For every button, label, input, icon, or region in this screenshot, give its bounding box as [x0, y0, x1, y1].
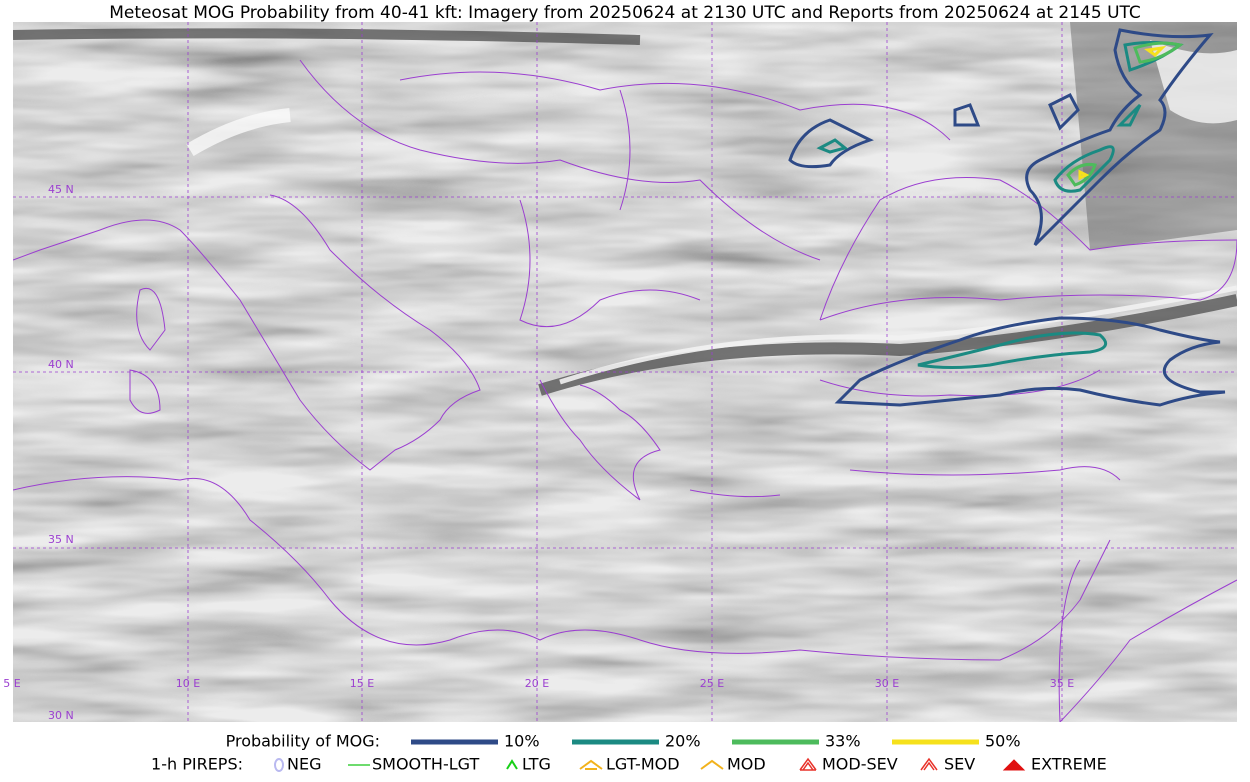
- legend-icon: [799, 757, 817, 771]
- legend-icon: [1002, 759, 1026, 771]
- legend-label: NEG: [287, 755, 321, 774]
- lon-label: 5 E: [3, 677, 20, 690]
- coastline: [129, 288, 166, 414]
- light-streak: [559, 285, 1237, 385]
- lat-label: 35 N: [48, 533, 74, 546]
- contour-10: [788, 93, 1080, 169]
- legend-label: LTG: [522, 755, 551, 774]
- lon-label: 35 E: [1050, 677, 1074, 690]
- legend-label: SEV: [944, 755, 975, 774]
- border: [299, 59, 951, 328]
- lat-label: 45 N: [48, 183, 74, 196]
- contour-10: [834, 316, 1226, 407]
- legend-label: 10%: [504, 732, 540, 751]
- lon-label: 20 E: [525, 677, 549, 690]
- legend-label: MOD-SEV: [822, 755, 898, 774]
- legend-title: Probability of MOG:: [226, 732, 380, 751]
- lon-label: 25 E: [700, 677, 724, 690]
- lon-label: 30 E: [875, 677, 899, 690]
- coastline: [13, 476, 1111, 661]
- legend-label: MOD: [727, 755, 766, 774]
- dark-streak: [13, 28, 641, 45]
- legend-label: 50%: [985, 732, 1021, 751]
- legend: 10% 20% 33% 50% NEG SMOOTH-LGT LTG LGT-MOD MOD MO…: [274, 732, 1107, 774]
- lat-label: 40 N: [48, 358, 74, 371]
- contour-20: [816, 138, 849, 154]
- legend-label: LGT-MOD: [606, 755, 680, 774]
- contour-20: [917, 331, 1108, 369]
- title: Meteosat MOG Probability from 40-41 kft:…: [109, 3, 1141, 23]
- legend-label: 20%: [665, 732, 701, 751]
- legend-icon: [920, 757, 938, 771]
- coastline: [13, 194, 481, 471]
- legend-label: SMOOTH-LGT: [372, 755, 479, 774]
- legend-label: EXTREME: [1031, 755, 1107, 774]
- cloud-bright: [1150, 40, 1237, 124]
- legend-label: 33%: [825, 732, 861, 751]
- lat-labels: 45 N 40 N 35 N 30 N: [48, 183, 74, 722]
- lat-label: 30 N: [48, 709, 74, 722]
- coastline: [539, 379, 661, 501]
- lon-labels: 5 E 10 E 15 E 20 E 25 E 30 E 35 E: [3, 677, 1074, 690]
- legend-icon: [700, 759, 724, 770]
- legend-icon: [579, 759, 603, 770]
- lon-label: 10 E: [176, 677, 200, 690]
- legend-icon: [506, 759, 518, 770]
- contour-10: [1025, 28, 1214, 247]
- map: [13, 22, 1237, 722]
- contour-33: [1066, 41, 1184, 187]
- lon-label: 15 E: [350, 677, 374, 690]
- coastline: [689, 369, 1121, 498]
- contour-50: [1078, 45, 1167, 181]
- contours: [788, 28, 1226, 407]
- legend-title: 1-h PIREPS:: [151, 755, 243, 774]
- coastline: [819, 177, 1237, 321]
- light-streak: [186, 108, 291, 157]
- border: [1058, 559, 1237, 722]
- legend-icon: [274, 758, 284, 772]
